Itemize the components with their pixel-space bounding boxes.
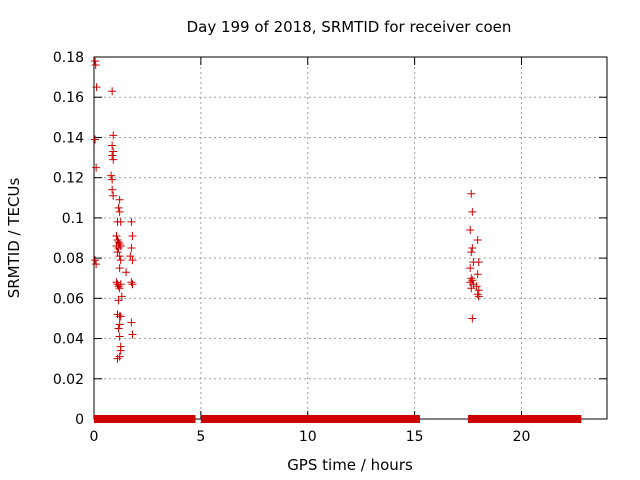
data-point bbox=[115, 284, 124, 293]
axis-ticks: 0 0.02 0.04 0.06 0.08 0.1 0.12 0.14 0.16 0.18 0 5 10… bbox=[53, 50, 607, 445]
data-point bbox=[91, 57, 100, 66]
x-tick-label: 15 bbox=[406, 429, 424, 445]
data-point bbox=[107, 171, 116, 180]
data-point bbox=[109, 131, 118, 140]
data-point bbox=[117, 292, 126, 301]
zero-value-markers bbox=[200, 415, 420, 423]
data-point bbox=[108, 175, 117, 184]
y-tick-label: 0.12 bbox=[53, 171, 84, 187]
plot-frame bbox=[93, 56, 608, 420]
data-point bbox=[468, 207, 477, 216]
data-point bbox=[468, 244, 477, 253]
chart-title: Day 199 of 2018, SRMTID for receiver coe… bbox=[187, 18, 512, 36]
data-point bbox=[109, 147, 118, 156]
x-tick-label: 5 bbox=[196, 429, 205, 445]
data-point bbox=[466, 264, 475, 273]
data-point bbox=[113, 354, 122, 363]
data-point bbox=[108, 185, 117, 194]
data-point bbox=[114, 324, 123, 333]
data-point bbox=[116, 217, 125, 226]
data-point bbox=[115, 195, 124, 204]
data-point bbox=[108, 87, 117, 96]
data-point bbox=[108, 151, 117, 160]
data-point bbox=[115, 352, 124, 361]
data-point bbox=[115, 207, 124, 216]
data-point bbox=[127, 244, 136, 253]
data-point bbox=[116, 312, 125, 321]
data-point bbox=[473, 290, 482, 299]
data-point bbox=[128, 256, 137, 265]
data-point bbox=[127, 217, 136, 226]
data-point bbox=[116, 280, 125, 289]
data-point bbox=[116, 346, 125, 355]
data-point bbox=[115, 332, 124, 341]
data-point bbox=[122, 268, 131, 277]
data-point bbox=[91, 135, 100, 144]
zero-value-markers bbox=[468, 415, 582, 423]
data-point bbox=[113, 236, 122, 245]
y-axis-label: SRMTID / TECUs bbox=[5, 178, 23, 299]
data-point bbox=[92, 163, 101, 172]
x-tick-label: 20 bbox=[513, 429, 531, 445]
data-point bbox=[113, 310, 122, 319]
data-point bbox=[467, 189, 476, 198]
data-point bbox=[468, 276, 477, 285]
data-point bbox=[91, 61, 100, 70]
data-points bbox=[91, 57, 483, 363]
data-point bbox=[126, 252, 135, 261]
y-tick-label: 0.02 bbox=[53, 372, 84, 388]
data-point bbox=[114, 203, 123, 212]
y-tick-label: 0.18 bbox=[53, 50, 84, 66]
zero-value-markers bbox=[94, 415, 196, 423]
data-point bbox=[466, 278, 475, 287]
zero-band bbox=[94, 415, 582, 423]
x-axis-label: GPS time / hours bbox=[287, 456, 413, 474]
data-point bbox=[128, 330, 137, 339]
data-point bbox=[116, 256, 125, 265]
data-point bbox=[92, 83, 101, 92]
y-tick-label: 0.1 bbox=[62, 211, 84, 227]
data-point bbox=[468, 314, 477, 323]
data-point bbox=[116, 242, 125, 251]
data-point bbox=[108, 141, 117, 150]
data-point bbox=[467, 284, 476, 293]
data-point bbox=[109, 191, 118, 200]
data-point bbox=[473, 270, 482, 279]
data-point bbox=[469, 280, 478, 289]
data-point bbox=[115, 240, 124, 249]
data-point bbox=[113, 248, 122, 257]
data-point bbox=[112, 278, 121, 287]
x-tick-label: 10 bbox=[299, 429, 317, 445]
data-point bbox=[114, 296, 123, 305]
y-tick-label: 0.16 bbox=[53, 90, 84, 106]
y-tick-label: 0.14 bbox=[53, 130, 84, 146]
y-tick-label: 0.04 bbox=[53, 332, 84, 348]
y-tick-label: 0.08 bbox=[53, 251, 84, 267]
x-tick-label: 0 bbox=[90, 429, 99, 445]
data-point bbox=[474, 292, 483, 301]
data-point bbox=[128, 280, 137, 289]
data-point bbox=[127, 278, 136, 287]
data-point bbox=[474, 258, 483, 267]
data-point bbox=[115, 252, 124, 261]
data-point bbox=[127, 318, 136, 327]
data-point bbox=[466, 225, 475, 234]
data-point bbox=[114, 244, 123, 253]
data-point bbox=[109, 155, 118, 164]
data-point bbox=[115, 320, 124, 329]
data-point bbox=[112, 231, 121, 240]
data-point bbox=[92, 260, 101, 269]
data-point bbox=[467, 248, 476, 257]
y-tick-label: 0 bbox=[75, 412, 84, 428]
data-point bbox=[91, 256, 100, 265]
grid-lines bbox=[94, 57, 607, 419]
data-point bbox=[473, 236, 482, 245]
data-point bbox=[115, 264, 124, 273]
data-point bbox=[128, 231, 137, 240]
data-point bbox=[472, 282, 481, 291]
data-point bbox=[467, 274, 476, 283]
y-tick-label: 0.06 bbox=[53, 291, 84, 307]
data-point bbox=[114, 282, 123, 291]
